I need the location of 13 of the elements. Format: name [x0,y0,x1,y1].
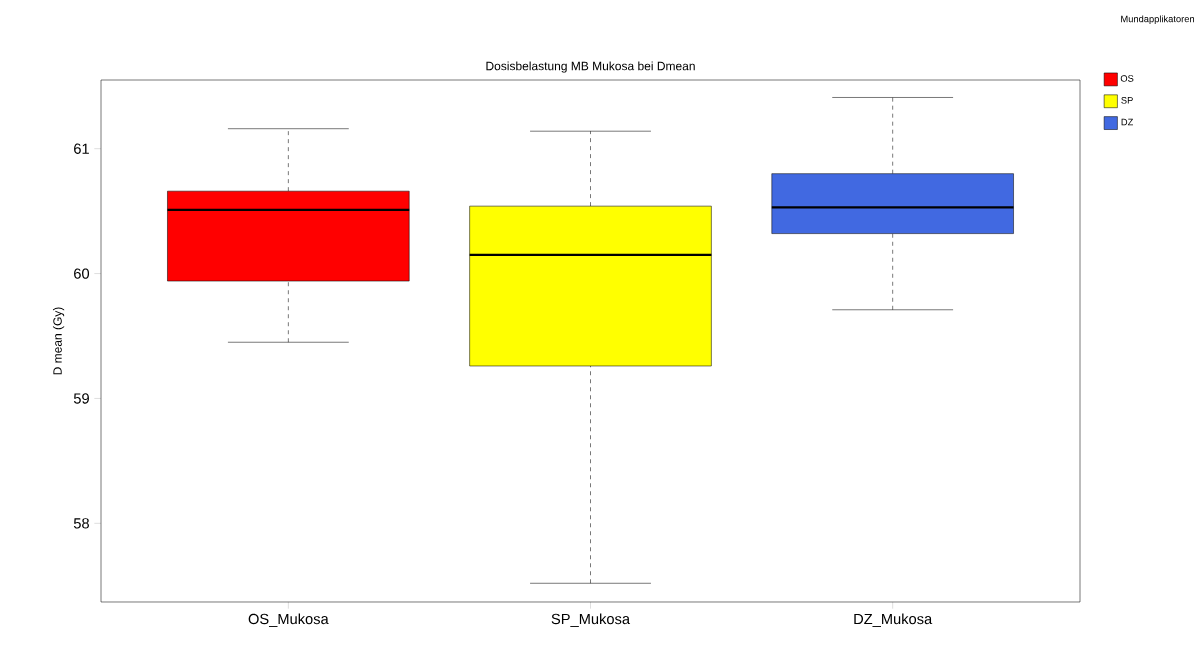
chart-title: Dosisbelastung MB Mukosa bei Dmean [486,61,695,73]
y-tick-label: 61 [74,143,89,154]
y-tick-label: 58 [73,518,89,529]
legend-label: SP [1121,97,1133,104]
y-tick-label: 59 [73,393,89,404]
y-axis-title: D mean (Gy) [52,307,65,375]
legend-label: OS [1120,75,1134,82]
x-tick-label: SP_Mukosa [551,613,631,627]
legend-title: Mundapplikatoren [1121,15,1195,25]
x-tick-label: DZ_Mukosa [854,613,933,627]
y-tick-label: 60 [74,268,90,279]
x-tick-label: OS_Mukosa [248,613,329,627]
legend-label: DZ [1121,118,1133,126]
